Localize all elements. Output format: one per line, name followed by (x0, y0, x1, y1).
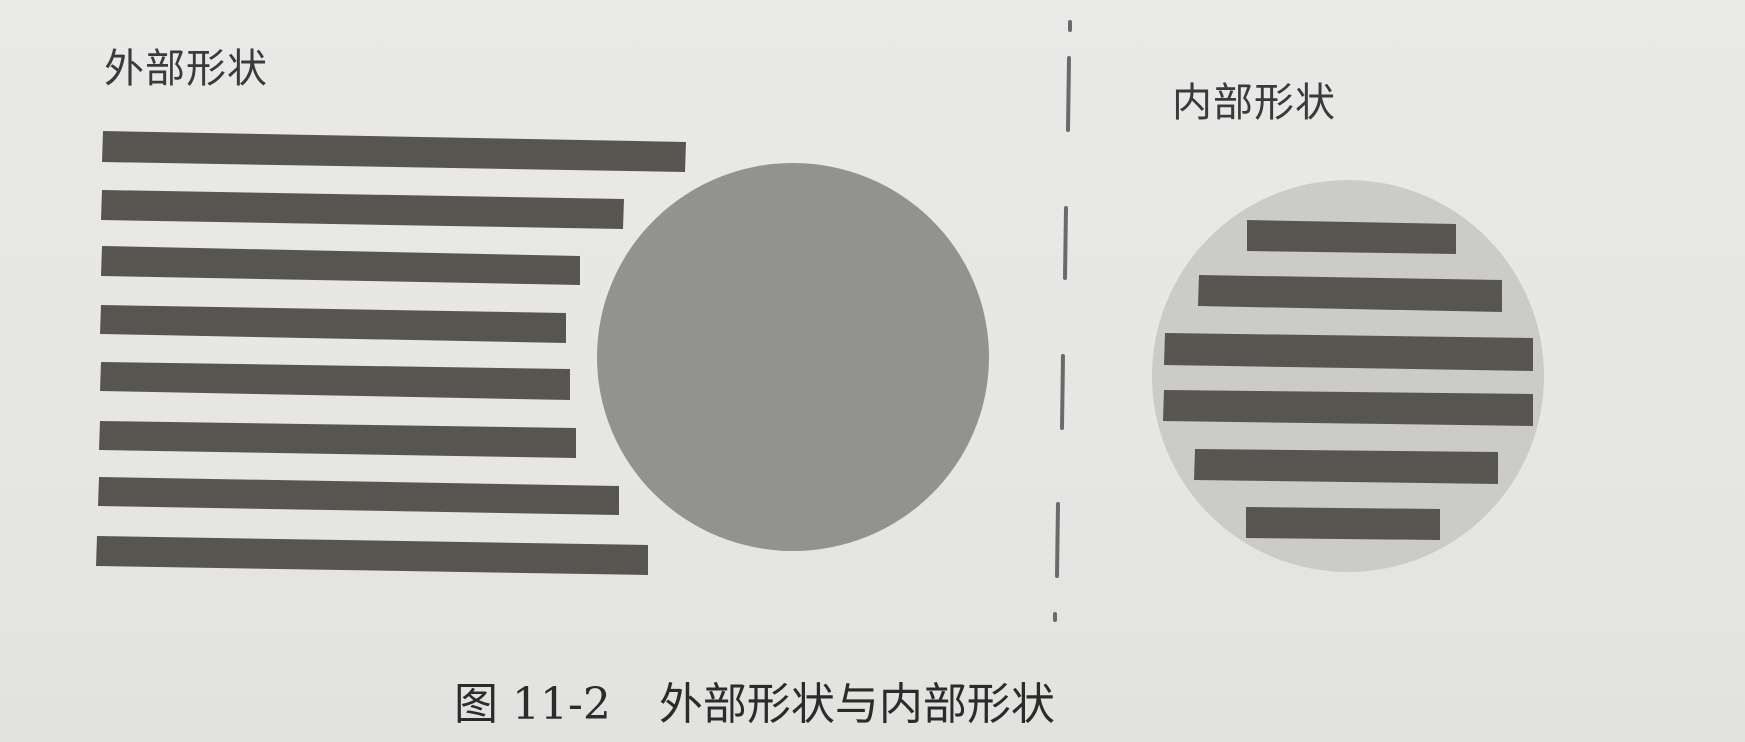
outer-bar-2 (101, 190, 624, 229)
outer-bar-5 (100, 362, 570, 400)
outer-bar-1 (102, 131, 686, 172)
inner-bar-4 (1163, 390, 1533, 426)
caption-number: 11-2 (512, 679, 611, 730)
outer-shape-bars (96, 131, 686, 575)
caption-prefix: 图 (454, 679, 498, 730)
outer-bar-7 (98, 477, 619, 515)
inner-shape-label: 内部形状 (1172, 80, 1336, 126)
inner-bar-5 (1194, 449, 1498, 484)
inner-bar-1 (1247, 220, 1456, 254)
caption-title: 外部形状与内部形状 (658, 679, 1055, 730)
outer-shape-label: 外部形状 (104, 46, 268, 92)
outer-bar-3 (101, 246, 580, 285)
outer-bar-8 (96, 536, 648, 575)
inner-shape (1152, 180, 1544, 572)
divider-line (1053, 20, 1072, 622)
inner-bar-6 (1246, 507, 1440, 540)
inner-bar-2 (1198, 275, 1502, 312)
figure-caption: 图 11-2 外部形状与内部形状 (454, 668, 1055, 732)
outer-bar-4 (100, 305, 566, 343)
outer-shape-circle (597, 163, 989, 551)
outer-bar-6 (99, 421, 576, 458)
inner-bar-3 (1164, 333, 1533, 371)
